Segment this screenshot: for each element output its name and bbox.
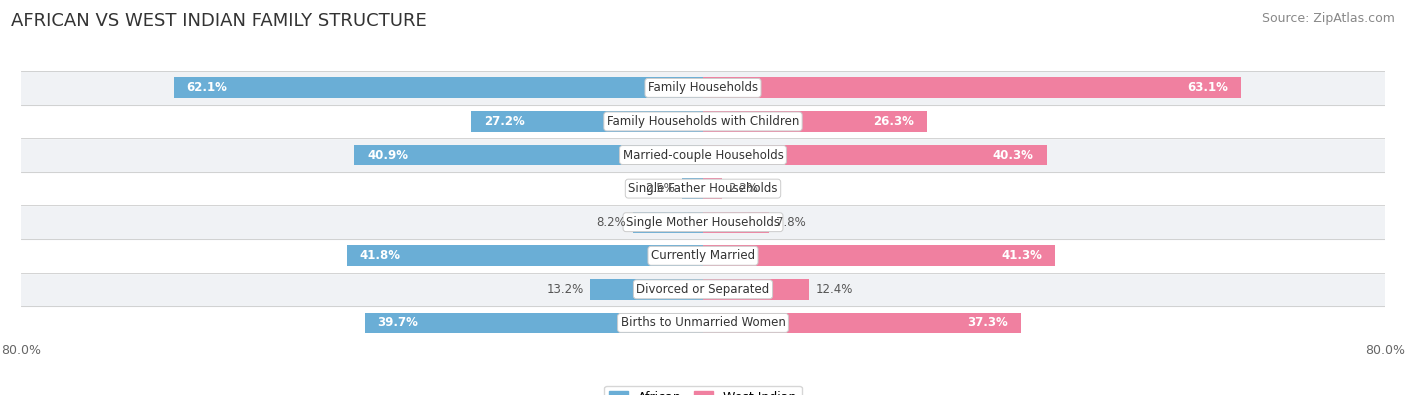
Text: 40.3%: 40.3% [993, 149, 1033, 162]
Text: 2.5%: 2.5% [645, 182, 675, 195]
Text: Family Households: Family Households [648, 81, 758, 94]
Text: AFRICAN VS WEST INDIAN FAMILY STRUCTURE: AFRICAN VS WEST INDIAN FAMILY STRUCTURE [11, 12, 427, 30]
Text: 63.1%: 63.1% [1187, 81, 1227, 94]
Bar [21, 273, 1385, 306]
Bar [174, 77, 703, 98]
Text: 37.3%: 37.3% [967, 316, 1008, 329]
Text: Family Households with Children: Family Households with Children [607, 115, 799, 128]
Bar [633, 212, 703, 233]
Text: Births to Unmarried Women: Births to Unmarried Women [620, 316, 786, 329]
Bar [21, 105, 1385, 138]
Bar [347, 245, 703, 266]
Text: 13.2%: 13.2% [547, 283, 583, 296]
Text: 26.3%: 26.3% [873, 115, 914, 128]
Text: 27.2%: 27.2% [484, 115, 524, 128]
Bar [703, 312, 1021, 333]
Bar [682, 178, 703, 199]
Bar [703, 245, 1054, 266]
Bar [21, 138, 1385, 172]
Legend: African, West Indian: African, West Indian [605, 386, 801, 395]
Text: Currently Married: Currently Married [651, 249, 755, 262]
Bar [703, 178, 721, 199]
Text: 62.1%: 62.1% [187, 81, 228, 94]
Text: 2.2%: 2.2% [728, 182, 758, 195]
Bar [471, 111, 703, 132]
Bar [591, 279, 703, 300]
Bar [21, 306, 1385, 340]
Text: Divorced or Separated: Divorced or Separated [637, 283, 769, 296]
Text: Source: ZipAtlas.com: Source: ZipAtlas.com [1261, 12, 1395, 25]
Bar [21, 71, 1385, 105]
Text: 40.9%: 40.9% [367, 149, 408, 162]
Bar [21, 172, 1385, 205]
Bar [21, 239, 1385, 273]
Text: 41.8%: 41.8% [360, 249, 401, 262]
Text: 12.4%: 12.4% [815, 283, 853, 296]
Text: 39.7%: 39.7% [377, 316, 418, 329]
Bar [354, 145, 703, 166]
Bar [703, 212, 769, 233]
Text: 7.8%: 7.8% [776, 216, 806, 229]
Bar [703, 77, 1241, 98]
Bar [364, 312, 703, 333]
Bar [21, 205, 1385, 239]
Text: Married-couple Households: Married-couple Households [623, 149, 783, 162]
Bar [703, 145, 1046, 166]
Text: 8.2%: 8.2% [596, 216, 626, 229]
Text: Single Mother Households: Single Mother Households [626, 216, 780, 229]
Text: Single Father Households: Single Father Households [628, 182, 778, 195]
Text: 41.3%: 41.3% [1001, 249, 1042, 262]
Bar [703, 111, 927, 132]
Bar [703, 279, 808, 300]
